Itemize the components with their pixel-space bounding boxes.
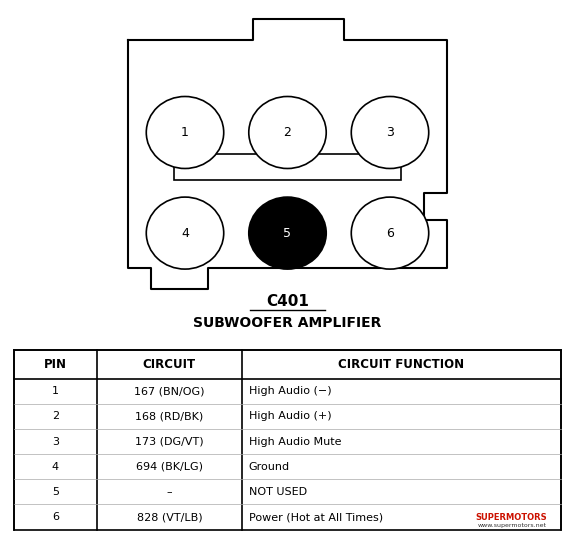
Text: –: – — [167, 487, 172, 497]
Text: 6: 6 — [52, 512, 59, 522]
Text: Ground: Ground — [249, 462, 290, 472]
Text: SUPERMOTORS: SUPERMOTORS — [475, 513, 547, 522]
Text: NOT USED: NOT USED — [249, 487, 307, 497]
Text: 5: 5 — [52, 487, 59, 497]
Text: 173 (DG/VT): 173 (DG/VT) — [135, 437, 204, 447]
Text: 828 (VT/LB): 828 (VT/LB) — [136, 512, 202, 522]
Text: 167 (BN/OG): 167 (BN/OG) — [134, 386, 205, 396]
Text: 6: 6 — [386, 227, 394, 240]
Text: PIN: PIN — [44, 357, 67, 371]
Text: 1: 1 — [52, 386, 59, 396]
Text: 1: 1 — [181, 126, 189, 139]
Text: 168 (RD/BK): 168 (RD/BK) — [135, 411, 204, 422]
Text: High Audio (+): High Audio (+) — [249, 411, 331, 422]
Bar — [14, 349, 561, 530]
Text: www.supermotors.net: www.supermotors.net — [478, 523, 547, 529]
Circle shape — [249, 96, 326, 169]
Text: SUBWOOFER AMPLIFIER: SUBWOOFER AMPLIFIER — [193, 316, 382, 330]
Circle shape — [249, 197, 326, 269]
Circle shape — [146, 197, 224, 269]
Text: C401: C401 — [266, 294, 309, 309]
Text: 4: 4 — [52, 462, 59, 472]
Text: 3: 3 — [52, 437, 59, 447]
Text: 694 (BK/LG): 694 (BK/LG) — [136, 462, 203, 472]
Text: 4: 4 — [181, 227, 189, 240]
Text: Power (Hot at All Times): Power (Hot at All Times) — [249, 512, 383, 522]
Bar — [174, 154, 401, 180]
Text: CIRCUIT: CIRCUIT — [143, 357, 196, 371]
Text: CIRCUIT FUNCTION: CIRCUIT FUNCTION — [338, 357, 465, 371]
Circle shape — [351, 96, 429, 169]
Text: 5: 5 — [283, 227, 292, 240]
Circle shape — [146, 96, 224, 169]
Text: High Audio Mute: High Audio Mute — [249, 437, 342, 447]
Text: High Audio (−): High Audio (−) — [249, 386, 331, 396]
Text: 2: 2 — [283, 126, 292, 139]
Text: 3: 3 — [386, 126, 394, 139]
Circle shape — [351, 197, 429, 269]
Text: 2: 2 — [52, 411, 59, 422]
